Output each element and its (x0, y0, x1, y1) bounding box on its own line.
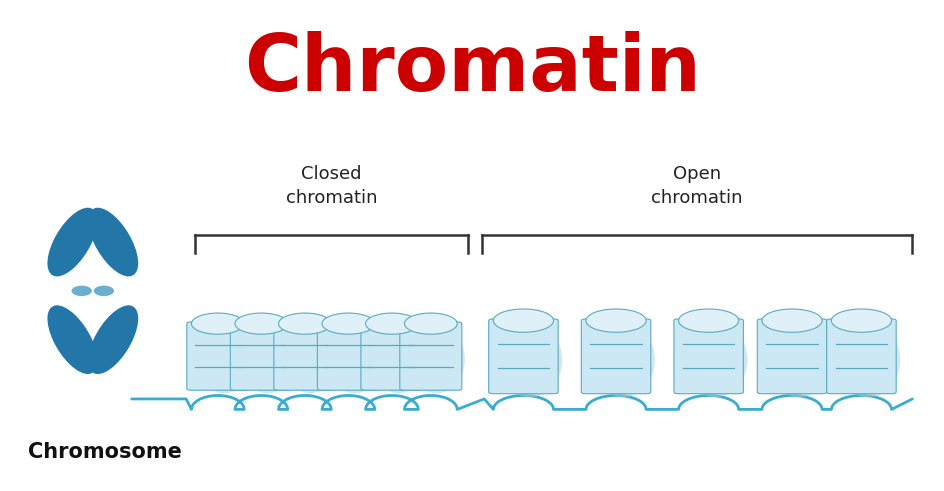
Ellipse shape (235, 313, 287, 334)
FancyBboxPatch shape (581, 319, 650, 394)
Ellipse shape (196, 325, 252, 393)
Ellipse shape (47, 208, 97, 276)
Ellipse shape (327, 325, 382, 393)
Text: Closed
chromatin: Closed chromatin (285, 165, 377, 207)
Text: Chromosome: Chromosome (28, 442, 181, 462)
Ellipse shape (47, 305, 97, 374)
Ellipse shape (365, 313, 418, 334)
Ellipse shape (498, 323, 562, 397)
Ellipse shape (761, 309, 821, 332)
FancyBboxPatch shape (673, 319, 743, 394)
FancyBboxPatch shape (361, 322, 423, 390)
Ellipse shape (409, 325, 464, 393)
FancyBboxPatch shape (826, 319, 895, 394)
Ellipse shape (322, 313, 375, 334)
Ellipse shape (585, 309, 646, 332)
FancyBboxPatch shape (230, 322, 292, 390)
Ellipse shape (88, 208, 138, 276)
Ellipse shape (404, 313, 457, 334)
Ellipse shape (278, 313, 331, 334)
Ellipse shape (591, 323, 654, 397)
Ellipse shape (72, 286, 92, 296)
FancyBboxPatch shape (488, 319, 558, 394)
Text: Chromatin: Chromatin (244, 31, 700, 107)
FancyBboxPatch shape (274, 322, 335, 390)
Ellipse shape (370, 325, 426, 393)
Ellipse shape (283, 325, 339, 393)
Ellipse shape (192, 313, 244, 334)
Ellipse shape (767, 323, 830, 397)
FancyBboxPatch shape (317, 322, 379, 390)
FancyBboxPatch shape (756, 319, 826, 394)
Ellipse shape (93, 286, 114, 296)
FancyBboxPatch shape (187, 322, 248, 390)
Ellipse shape (678, 309, 738, 332)
Ellipse shape (683, 323, 747, 397)
Ellipse shape (88, 305, 138, 374)
Text: Open
chromatin: Open chromatin (650, 165, 742, 207)
Ellipse shape (493, 309, 553, 332)
Ellipse shape (831, 309, 890, 332)
Ellipse shape (836, 323, 900, 397)
Ellipse shape (240, 325, 295, 393)
FancyBboxPatch shape (399, 322, 462, 390)
